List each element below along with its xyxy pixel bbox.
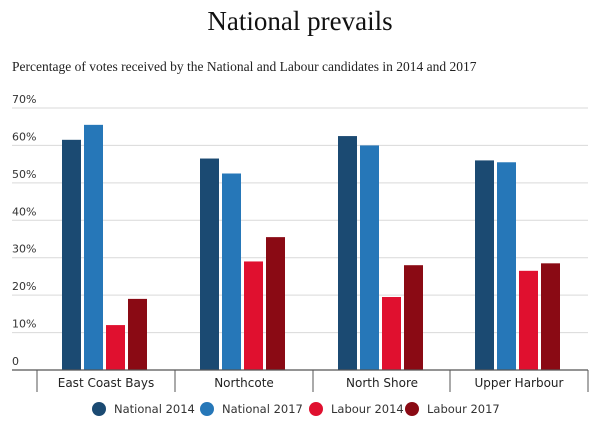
y-tick-label: 50% — [12, 168, 36, 181]
y-tick-label: 60% — [12, 130, 36, 143]
legend-marker — [405, 402, 419, 416]
bars — [62, 124, 560, 370]
legend-label: Labour 2014 — [331, 402, 404, 416]
bar-national-2017 — [84, 124, 103, 370]
bar-national-2014 — [475, 160, 494, 370]
bar-national-2017 — [222, 173, 241, 370]
y-tick-label: 10% — [12, 318, 36, 331]
bar-labour-2014 — [519, 270, 538, 370]
y-tick-label: 20% — [12, 280, 36, 293]
legend-marker — [92, 402, 106, 416]
x-category-label: Northcote — [214, 376, 274, 390]
y-tick-label: 70% — [12, 93, 36, 106]
x-category-label: North Shore — [346, 376, 418, 390]
legend-label: Labour 2017 — [427, 402, 500, 416]
legend-label: National 2014 — [114, 402, 195, 416]
y-axis-ticks: 70% 60% 50% 40% 30% 20% 10% 0 — [12, 93, 36, 368]
legend: National 2014 National 2017 Labour 2014 Lab… — [92, 402, 500, 416]
x-axis: East Coast Bays Northcote North Shore Upper… — [12, 369, 589, 392]
bar-labour-2017 — [266, 237, 285, 370]
y-tick-label: 0 — [12, 355, 19, 368]
bar-national-2014 — [338, 136, 357, 370]
bar-labour-2017 — [404, 265, 423, 370]
bar-national-2017 — [360, 145, 379, 370]
legend-label: National 2017 — [222, 402, 303, 416]
bar-labour-2014 — [244, 261, 263, 370]
y-tick-label: 30% — [12, 243, 36, 256]
y-tick-label: 40% — [12, 205, 36, 218]
chart-title: National prevails — [207, 6, 393, 36]
legend-marker — [200, 402, 214, 416]
legend-marker — [309, 402, 323, 416]
bar-national-2014 — [62, 139, 81, 370]
bar-labour-2017 — [128, 298, 147, 370]
bar-labour-2014 — [382, 297, 401, 370]
bar-national-2017 — [497, 162, 516, 370]
bar-labour-2014 — [106, 325, 125, 370]
x-category-label: East Coast Bays — [58, 376, 155, 390]
x-category-label: Upper Harbour — [475, 376, 564, 390]
chart-subtitle: Percentage of votes received by the Nati… — [12, 59, 477, 74]
bar-labour-2017 — [541, 263, 560, 370]
bar-national-2014 — [200, 158, 219, 370]
